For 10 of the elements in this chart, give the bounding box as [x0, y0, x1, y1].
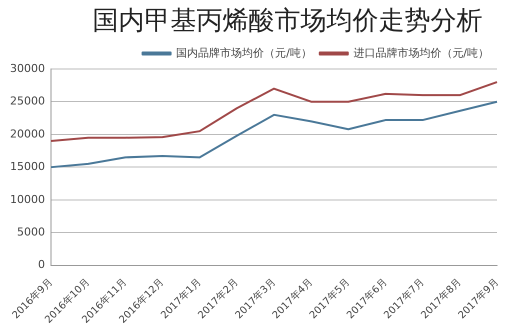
y-tick-label: 15000: [10, 160, 45, 174]
legend-label: 国内品牌市场均价（元/吨）: [176, 46, 312, 60]
y-tick-label: 30000: [10, 62, 45, 75]
y-tick-label: 20000: [10, 127, 45, 140]
y-tick-label: 10000: [10, 192, 45, 206]
legend-label: 进口品牌市场均价（元/吨）: [353, 46, 490, 60]
y-tick-label: 0: [38, 258, 45, 272]
chart-title: 国内甲基丙烯酸市场均价走势分析: [92, 5, 484, 38]
y-tick-label: 25000: [10, 94, 45, 108]
y-tick-label: 5000: [16, 226, 45, 239]
